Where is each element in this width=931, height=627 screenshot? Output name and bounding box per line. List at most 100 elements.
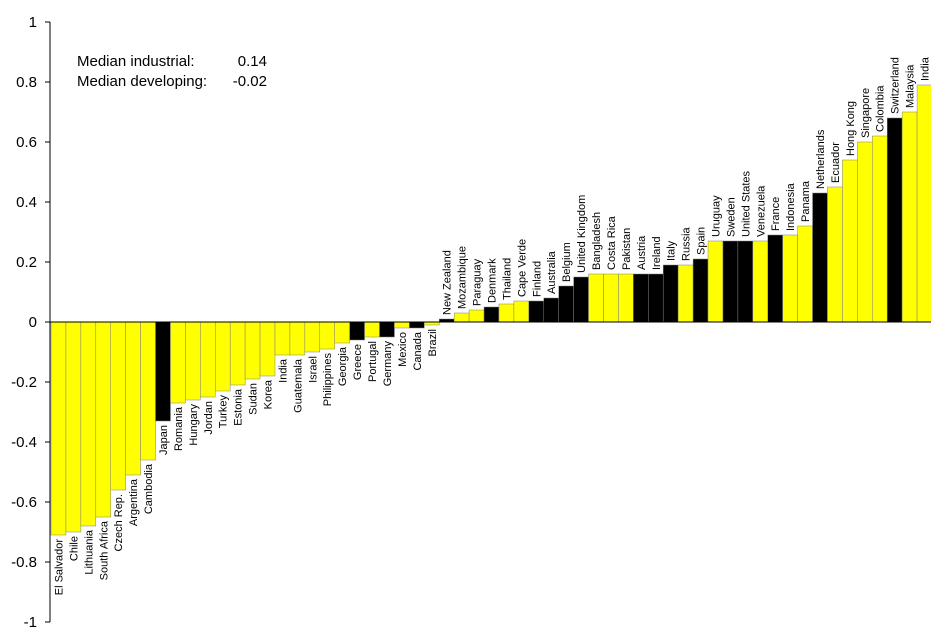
bar [886, 117, 903, 323]
category-label-bg [710, 193, 723, 238]
category-label-bg [561, 241, 574, 283]
category-label-bg [396, 331, 409, 368]
category-label-bg [889, 56, 902, 115]
bar [752, 240, 768, 323]
category-label-bg [247, 382, 260, 416]
bar [782, 234, 798, 323]
y-tick-label: -0.2 [11, 374, 37, 391]
category-label-bg [650, 235, 663, 271]
category-label: Hungary [188, 404, 200, 446]
category-label: India [277, 358, 289, 383]
category-label-bg [755, 183, 768, 238]
category-label-bg [277, 357, 290, 384]
category-label: Ecuador [830, 142, 842, 183]
category-label: Chile [68, 536, 80, 561]
category-label: Venezuela [755, 185, 767, 237]
bar [125, 321, 141, 476]
bars-group [50, 84, 931, 536]
category-label: Switzerland [890, 57, 902, 114]
category-label-bg [172, 405, 185, 453]
category-label: Georgia [337, 346, 349, 386]
category-label-bg [800, 179, 813, 223]
bar [259, 321, 276, 377]
category-label: Netherlands [815, 129, 827, 189]
category-label: Bangladesh [591, 212, 603, 270]
bar [827, 186, 843, 323]
bar [244, 321, 261, 380]
bar [528, 300, 545, 323]
category-label: Korea [263, 379, 275, 409]
category-label-bg [501, 256, 514, 301]
bar [349, 321, 365, 341]
category-label: Uruguay [710, 195, 722, 237]
category-label: Portugal [367, 341, 379, 382]
category-label-bg [83, 528, 96, 576]
category-label-bg [635, 233, 648, 271]
category-label: Denmark [487, 258, 499, 303]
category-label: France [770, 197, 782, 231]
bar [707, 240, 724, 323]
category-label: Israel [307, 356, 319, 383]
category-label: Turkey [218, 395, 230, 429]
category-label-bg [770, 195, 783, 232]
bar [364, 321, 380, 338]
category-label: Panama [800, 180, 812, 222]
bar [737, 240, 754, 323]
category-label-bg [695, 225, 708, 256]
bar [170, 321, 186, 404]
bar [409, 321, 425, 329]
category-label-bg [441, 249, 454, 316]
bar [648, 273, 664, 323]
category-label-bg [605, 214, 618, 271]
bar [200, 321, 216, 398]
category-label: Sweden [725, 197, 737, 237]
bar [334, 321, 350, 344]
bar [185, 321, 201, 401]
bar [289, 321, 306, 356]
bar [80, 321, 97, 527]
category-label-bg [337, 345, 350, 388]
category-label: Japan [158, 425, 170, 455]
category-label-bg [785, 181, 798, 232]
bar [722, 240, 739, 323]
category-label: India [920, 56, 931, 81]
y-axis: -1 -0.8 -0.6 -0.4 -0.2 0 0.2 0.4 0.6 0.8 1 [11, 14, 51, 627]
bar [588, 273, 604, 323]
category-label: Estonia [233, 388, 245, 426]
bar [110, 321, 126, 491]
category-label-bg [471, 257, 484, 307]
category-label: Guatemala [292, 358, 304, 413]
category-label-bg [859, 86, 872, 139]
bar [916, 84, 931, 323]
category-label-bg [53, 537, 66, 597]
category-label: Russia [681, 226, 693, 261]
y-tick-label: 0.8 [16, 74, 37, 91]
category-label: Finland [531, 261, 543, 297]
category-label-bg [591, 210, 604, 271]
bar [633, 273, 649, 323]
category-label-bg [665, 239, 678, 262]
category-label: United States [740, 170, 752, 237]
bar [304, 321, 321, 353]
category-label: Costa Rica [606, 215, 618, 270]
bar [274, 321, 291, 356]
category-label: Paraguay [472, 258, 484, 306]
category-label: Cambodia [143, 463, 155, 514]
category-label-bg [367, 340, 380, 383]
bar [558, 285, 574, 323]
category-label: Philippines [322, 353, 334, 407]
category-labels-group: El Salvador Chile Lithuania South Africa Cze… [53, 55, 931, 597]
bar [140, 321, 156, 461]
annotation-developing-label: Median developing: [77, 73, 207, 90]
bar [513, 300, 530, 323]
category-label: Colombia [875, 85, 887, 132]
category-label: United Kingdom [576, 195, 588, 273]
category-label-bg [486, 256, 499, 304]
bar [379, 321, 395, 338]
category-label: New Zealand [442, 250, 454, 315]
category-label: Mexico [397, 332, 409, 367]
y-tick-label: -0.8 [11, 554, 37, 571]
category-label: Sudan [248, 383, 260, 415]
category-label-bg [620, 226, 633, 271]
